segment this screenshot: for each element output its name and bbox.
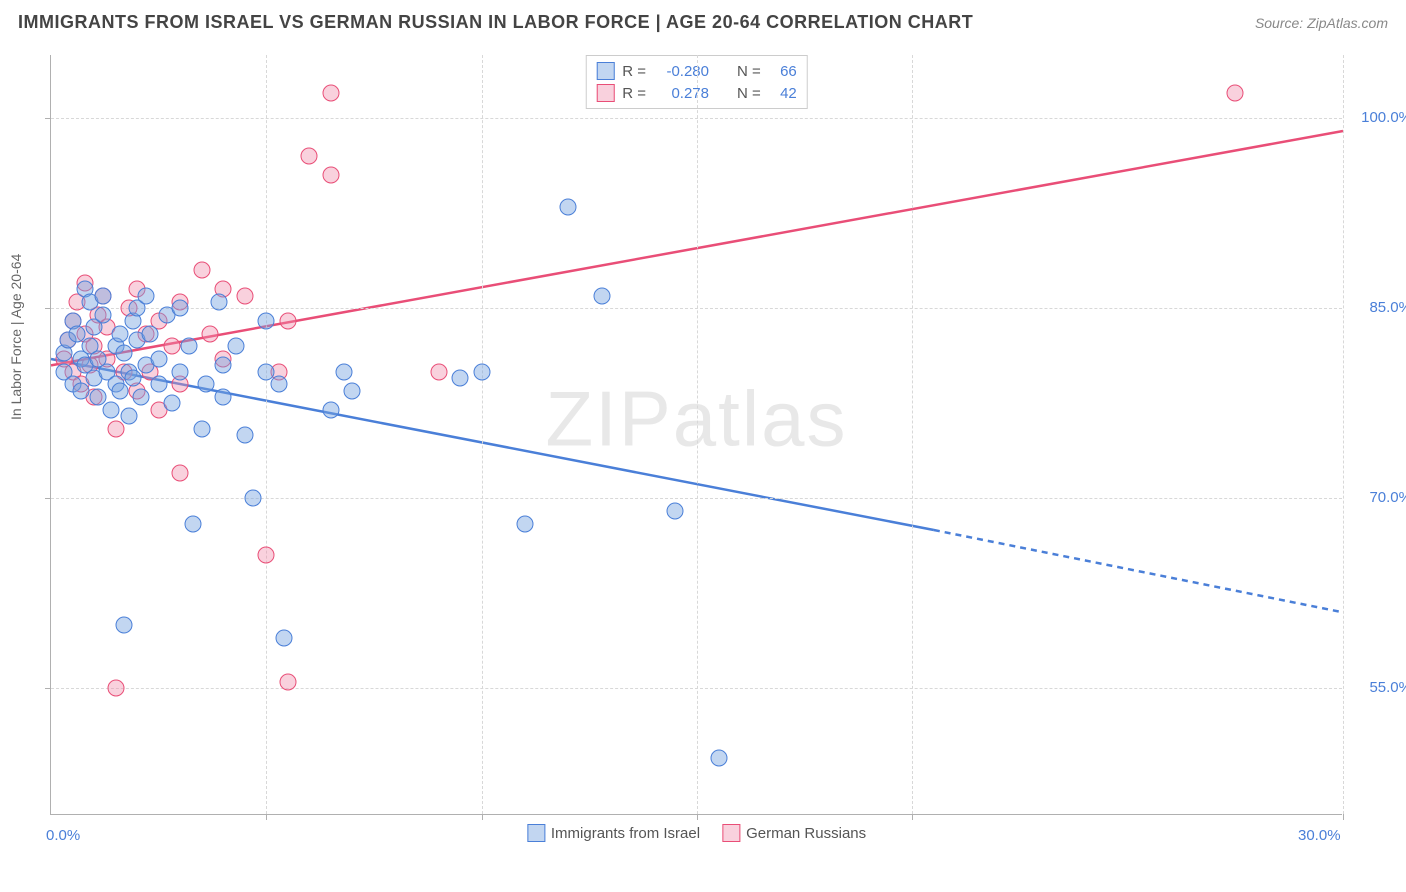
- x-tick-label: 0.0%: [46, 827, 80, 844]
- data-point-blue: [667, 503, 684, 520]
- data-point-blue: [150, 351, 167, 368]
- data-point-blue: [94, 287, 111, 304]
- data-point-blue: [111, 382, 128, 399]
- legend-swatch: [596, 84, 614, 102]
- legend-series-item: German Russians: [722, 824, 866, 842]
- n-label: N =: [737, 63, 761, 80]
- data-point-blue: [180, 338, 197, 355]
- data-point-pink: [172, 465, 189, 482]
- n-label: N =: [737, 85, 761, 102]
- y-tick-label: 100.0%: [1352, 109, 1406, 126]
- data-point-blue: [344, 382, 361, 399]
- gridline-vertical: [482, 55, 483, 814]
- data-point-blue: [258, 313, 275, 330]
- data-point-pink: [107, 680, 124, 697]
- y-tick-label: 55.0%: [1352, 679, 1406, 696]
- chart-title: IMMIGRANTS FROM ISRAEL VS GERMAN RUSSIAN…: [18, 12, 973, 33]
- data-point-blue: [228, 338, 245, 355]
- data-point-blue: [271, 376, 288, 393]
- y-axis-label: In Labor Force | Age 20-64: [8, 254, 24, 420]
- data-point-blue: [193, 420, 210, 437]
- data-point-pink: [163, 338, 180, 355]
- gridline-vertical: [912, 55, 913, 814]
- source-label: Source: ZipAtlas.com: [1255, 15, 1388, 31]
- legend-series-label: Immigrants from Israel: [551, 825, 700, 842]
- legend-series-item: Immigrants from Israel: [527, 824, 700, 842]
- data-point-pink: [430, 363, 447, 380]
- legend-swatch: [527, 824, 545, 842]
- data-point-blue: [215, 389, 232, 406]
- data-point-blue: [210, 294, 227, 311]
- data-point-blue: [137, 287, 154, 304]
- data-point-blue: [710, 750, 727, 767]
- data-point-blue: [172, 300, 189, 317]
- data-point-blue: [124, 370, 141, 387]
- data-point-blue: [150, 376, 167, 393]
- x-tick-label: 30.0%: [1298, 827, 1341, 844]
- data-point-blue: [335, 363, 352, 380]
- data-point-blue: [111, 325, 128, 342]
- data-point-blue: [185, 515, 202, 532]
- data-point-pink: [301, 148, 318, 165]
- data-point-blue: [198, 376, 215, 393]
- n-value: 42: [769, 85, 797, 102]
- data-point-blue: [103, 401, 120, 418]
- data-point-pink: [107, 420, 124, 437]
- data-point-blue: [163, 395, 180, 412]
- legend-swatch: [722, 824, 740, 842]
- chart-plot-area: ZIPatlas R =-0.280N =66R =0.278N =42 Imm…: [50, 55, 1342, 815]
- data-point-blue: [452, 370, 469, 387]
- data-point-blue: [120, 408, 137, 425]
- data-point-blue: [142, 325, 159, 342]
- data-point-pink: [1227, 85, 1244, 102]
- data-point-blue: [275, 629, 292, 646]
- data-point-blue: [516, 515, 533, 532]
- data-point-blue: [594, 287, 611, 304]
- legend-swatch: [596, 62, 614, 80]
- r-value: -0.280: [654, 63, 709, 80]
- legend-series: Immigrants from Israel German Russians: [527, 824, 866, 842]
- data-point-blue: [116, 344, 133, 361]
- data-point-pink: [322, 167, 339, 184]
- data-point-blue: [473, 363, 490, 380]
- data-point-blue: [94, 306, 111, 323]
- trend-line-dashed: [934, 530, 1343, 612]
- n-value: 66: [769, 63, 797, 80]
- y-tick-label: 85.0%: [1352, 299, 1406, 316]
- data-point-blue: [116, 617, 133, 634]
- data-point-pink: [193, 262, 210, 279]
- data-point-blue: [245, 490, 262, 507]
- y-tick-label: 70.0%: [1352, 489, 1406, 506]
- data-point-blue: [172, 363, 189, 380]
- gridline-vertical: [266, 55, 267, 814]
- data-point-pink: [279, 313, 296, 330]
- data-point-pink: [202, 325, 219, 342]
- data-point-pink: [322, 85, 339, 102]
- data-point-blue: [322, 401, 339, 418]
- data-point-blue: [236, 427, 253, 444]
- data-point-blue: [133, 389, 150, 406]
- data-point-blue: [215, 357, 232, 374]
- gridline-vertical: [697, 55, 698, 814]
- data-point-blue: [559, 199, 576, 216]
- data-point-pink: [236, 287, 253, 304]
- data-point-blue: [73, 382, 90, 399]
- r-label: R =: [622, 63, 646, 80]
- r-value: 0.278: [654, 85, 709, 102]
- r-label: R =: [622, 85, 646, 102]
- gridline-vertical: [1343, 55, 1344, 814]
- data-point-pink: [258, 547, 275, 564]
- data-point-pink: [279, 674, 296, 691]
- legend-series-label: German Russians: [746, 825, 866, 842]
